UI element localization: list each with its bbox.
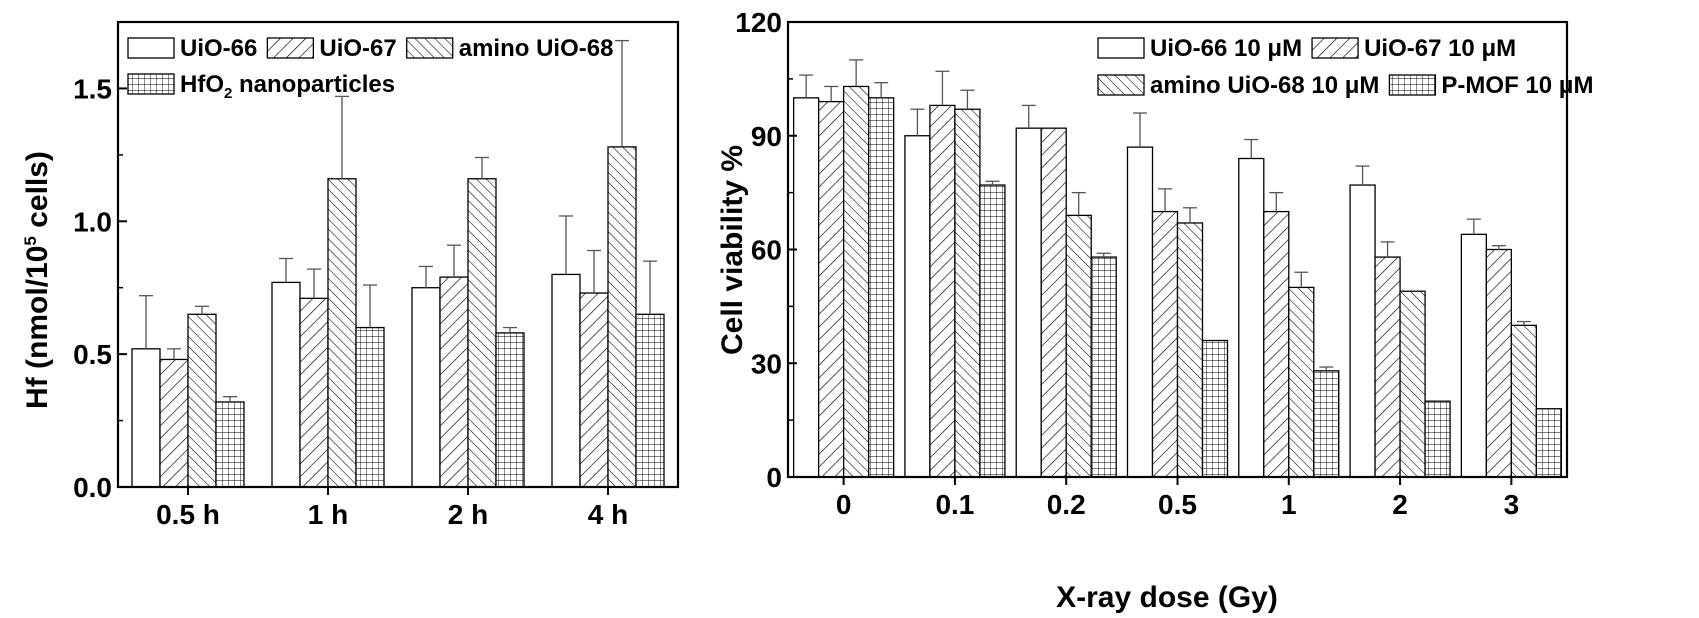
y-tick-label-c1-2: 60 — [751, 235, 782, 266]
bar-c1-s0-g4 — [1238, 157, 1265, 478]
legend-label-c0-3: HfO2 nanoparticles — [180, 71, 395, 102]
legend-label-tail-c0-3: nanoparticles — [232, 71, 395, 98]
y-tick-label-c1-4: 120 — [735, 7, 782, 38]
bar-c1-s3-g0 — [867, 97, 895, 478]
left-y-axis-title-sup: 5 — [21, 236, 40, 245]
bar-c1-s1-g5 — [1374, 256, 1401, 478]
bar-c1-s3-g1 — [979, 184, 1006, 478]
legend-swatch-c1-0 — [1097, 37, 1145, 59]
bar-c0-s0-g0 — [131, 348, 161, 488]
bar-c1-s0-g1 — [904, 135, 931, 478]
bar-c1-s1-g4 — [1263, 210, 1290, 478]
bar-c0-s1-g3 — [579, 292, 609, 488]
x-tick-label-c0-1: 1 h — [308, 499, 348, 530]
y-tick-label-c0-1: 0.5 — [73, 339, 112, 370]
bar-c0-s2-g2 — [467, 178, 497, 488]
bar-c1-s1-g6 — [1485, 248, 1513, 478]
bar-c1-s2-g2 — [1065, 214, 1092, 478]
bar-c1-s2-g3 — [1176, 222, 1204, 478]
legend-label-c1-3: P-MOF 10 μM — [1441, 72, 1593, 99]
bar-c0-s1-g0 — [159, 358, 189, 488]
y-tick-label-c1-3: 90 — [751, 121, 782, 152]
bar-c1-s3-g3 — [1201, 339, 1229, 478]
bar-c1-s1-g2 — [1040, 127, 1067, 478]
bar-c0-s3-g0 — [215, 401, 245, 488]
right-x-axis-title: X-ray dose (Gy) — [1056, 581, 1278, 614]
x-tick-label-c1-0: 0 — [836, 489, 852, 520]
bar-c1-s1-g3 — [1151, 210, 1179, 478]
y-tick-label-c0-3: 1.5 — [73, 73, 112, 104]
y-tick-label-c1-0: 0 — [766, 462, 782, 493]
plot-frame-c0 — [116, 20, 680, 489]
bar-c1-s3-g4 — [1313, 370, 1340, 478]
y-tick-label-c0-0: 0.0 — [73, 472, 112, 503]
legend-swatch-c1-2 — [1097, 74, 1145, 96]
x-tick-label-c0-3: 4 h — [588, 499, 628, 530]
bar-c1-s0-g5 — [1349, 184, 1376, 478]
x-tick-label-c1-1: 0.1 — [935, 489, 974, 520]
bar-c1-s1-g1 — [929, 104, 956, 478]
x-tick-label-c1-3: 0.5 — [1158, 489, 1197, 520]
cell-viability-chart: 0 30 60 90 120 0 0.1 0.2 0.5 1 2 3 UiO-66 10 μM UiO-6… — [716, 7, 1593, 614]
hf-uptake-chart: 0.0 0.5 1.0 1.5 0.5 h 1 h 2 h 4 h UiO-66 UiO-67 am… — [21, 20, 680, 530]
x-tick-label-c1-5: 2 — [1392, 489, 1408, 520]
legend-label-main-c0-3: HfO — [180, 71, 224, 98]
bar-c1-s0-g3 — [1126, 146, 1154, 478]
bar-c0-s2-g3 — [607, 146, 637, 488]
bar-c1-s2-g6 — [1510, 324, 1538, 478]
left-y-axis-title-tail: cells) — [21, 151, 54, 236]
y-tick-label-c1-1: 30 — [751, 348, 782, 379]
legend-swatch-c1-1 — [1311, 37, 1359, 59]
bar-c1-s0-g6 — [1460, 233, 1488, 478]
right-y-axis-title: Cell viability % — [716, 145, 749, 355]
bar-c1-s2-g1 — [954, 108, 981, 478]
x-tick-label-c1-6: 3 — [1504, 489, 1520, 520]
legend-swatch-c0-3 — [127, 73, 175, 95]
legend-swatch-c1-3 — [1388, 74, 1437, 96]
legend-label-c1-1: UiO-67 10 μM — [1364, 35, 1516, 62]
bar-c0-s1-g2 — [439, 276, 469, 488]
bar-c1-s3-g6 — [1535, 408, 1563, 478]
bar-c0-s2-g0 — [187, 313, 217, 488]
bar-c0-s3-g2 — [495, 332, 525, 488]
bar-c1-s2-g4 — [1288, 286, 1315, 478]
legend-swatch-c0-1 — [266, 37, 315, 59]
left-plot-area: 0.0 0.5 1.0 1.5 0.5 h 1 h 2 h 4 h UiO-66 UiO-67 am… — [73, 20, 680, 530]
x-tick-label-c0-0: 0.5 h — [156, 499, 220, 530]
bar-c1-s0-g0 — [792, 97, 820, 478]
x-tick-label-c1-4: 1 — [1281, 489, 1297, 520]
bar-c0-s0-g2 — [411, 287, 441, 488]
bar-c1-s3-g2 — [1090, 256, 1117, 478]
bar-c0-s3-g1 — [355, 326, 385, 488]
legend-label-sub-c0-3: 2 — [224, 85, 232, 102]
legend-label-c0-1: UiO-67 — [319, 35, 396, 62]
bar-c0-s1-g1 — [299, 297, 329, 488]
right-plot-area: 0 30 60 90 120 0 0.1 0.2 0.5 1 2 3 UiO-66 10 μM UiO-6… — [735, 7, 1593, 520]
bar-c1-s1-g0 — [817, 100, 845, 478]
y-tick-label-c0-2: 1.0 — [73, 206, 112, 237]
bar-c1-s2-g5 — [1399, 290, 1426, 478]
legend-label-c0-0: UiO-66 — [180, 35, 257, 62]
x-tick-label-c1-2: 0.2 — [1047, 489, 1086, 520]
legend-swatch-c0-0 — [127, 37, 175, 59]
legend-label-c0-2: amino UiO-68 — [459, 35, 614, 62]
left-y-axis-title-main: Hf (nmol/10 — [21, 246, 54, 409]
bar-c0-s0-g1 — [271, 281, 301, 488]
bar-c1-s2-g0 — [842, 85, 870, 478]
bar-c1-s0-g2 — [1015, 127, 1042, 478]
legend-label-c1-0: UiO-66 10 μM — [1150, 35, 1302, 62]
x-tick-label-c0-2: 2 h — [448, 499, 488, 530]
legend-swatch-c0-2 — [406, 37, 454, 59]
bar-c1-s3-g5 — [1424, 400, 1451, 478]
left-y-axis-title: Hf (nmol/105 cells) — [21, 151, 54, 409]
bar-c0-s0-g3 — [551, 273, 581, 488]
bar-c0-s3-g3 — [635, 313, 665, 488]
bar-c0-s2-g1 — [327, 178, 357, 488]
legend-label-c1-2: amino UiO-68 10 μM — [1150, 72, 1379, 99]
